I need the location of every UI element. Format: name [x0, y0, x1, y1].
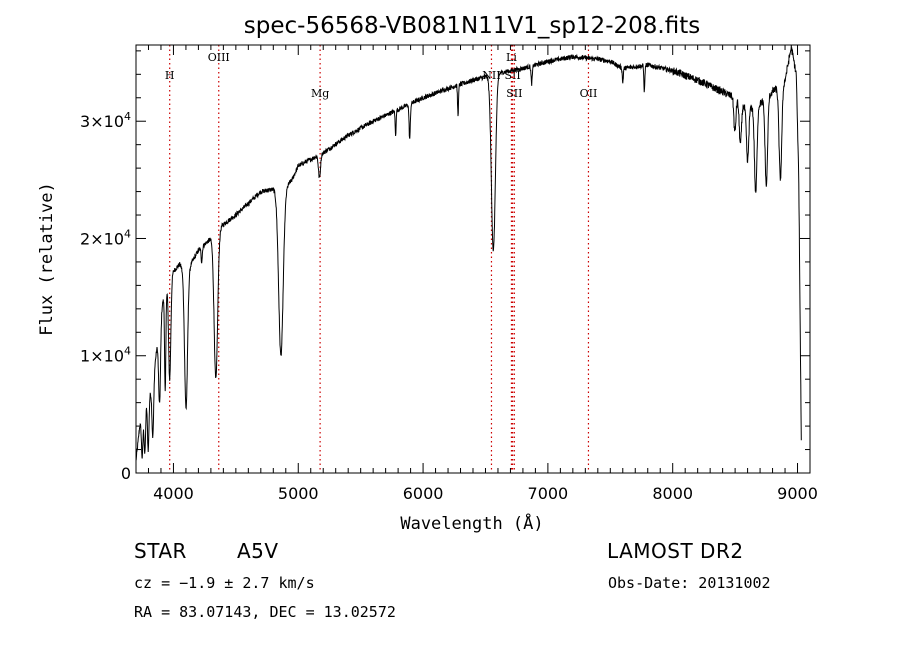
x-tick-label: 4000 — [153, 484, 194, 503]
coordinates: RA = 83.07143, DEC = 13.02572 — [134, 603, 396, 621]
x-axis-label: Wavelength (Å) — [400, 512, 543, 534]
marker-label: OIII — [208, 51, 230, 64]
x-tick-label: 9000 — [777, 484, 818, 503]
x-tick-label: 5000 — [278, 484, 319, 503]
y-tick-exponent: 4 — [124, 345, 131, 358]
plot-frame — [135, 44, 811, 474]
y-tick-exponent: 4 — [124, 110, 131, 123]
spectrum-line — [135, 44, 802, 461]
x-tick-label: 8000 — [652, 484, 693, 503]
chart-title: spec-56568-VB081N11V1_sp12-208.fits — [244, 13, 700, 39]
y-tick-mantissa: 0 — [121, 464, 131, 483]
y-tick-label: 3×104 — [80, 110, 131, 131]
observation-date: Obs-Date: 20131002 — [608, 574, 771, 592]
y-tick-mantissa: 2×10 — [80, 229, 124, 248]
y-tick-label: 1×104 — [80, 345, 131, 366]
y-tick-exponent: 4 — [124, 227, 131, 240]
object-class: STAR — [134, 539, 187, 563]
y-tick-mantissa: 3×10 — [80, 112, 124, 131]
x-tick-label: 6000 — [403, 484, 444, 503]
redshift-velocity: cz = −1.9 ± 2.7 km/s — [134, 574, 315, 592]
survey-name: LAMOST DR2 — [607, 539, 744, 563]
marker-label: H — [165, 69, 175, 82]
marker-label: SII — [506, 87, 522, 100]
object-subclass: A5V — [237, 539, 279, 563]
y-axis-label: Flux (relative) — [37, 182, 57, 336]
y-tick-label: 2×104 — [80, 227, 131, 248]
marker-label: Mg — [311, 87, 329, 100]
marker-label: OII — [580, 87, 598, 100]
x-tick-label: 7000 — [528, 484, 569, 503]
y-tick-mantissa: 1×10 — [80, 347, 124, 366]
marker-label: Li — [506, 51, 517, 64]
y-tick-label: 0 — [121, 464, 131, 483]
